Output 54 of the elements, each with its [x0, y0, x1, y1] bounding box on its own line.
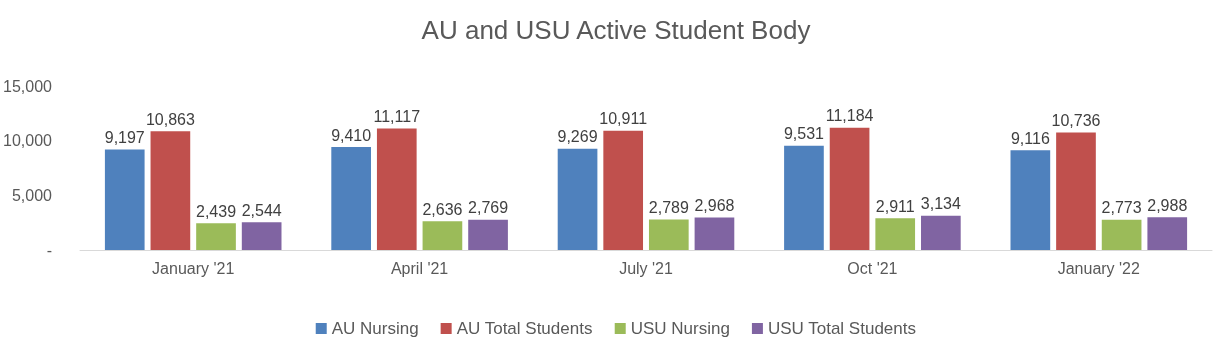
data-label: 2,636 [422, 200, 463, 218]
data-label: 9,269 [557, 128, 598, 146]
data-label: 2,544 [241, 201, 282, 219]
data-label: 10,736 [1051, 112, 1101, 130]
bar [1147, 217, 1188, 250]
data-label: 2,968 [694, 197, 735, 215]
x-tick-label: January '21 [152, 259, 235, 277]
data-label: 10,863 [145, 110, 195, 128]
bar [875, 218, 916, 250]
legend-label: AU Total Students [456, 319, 593, 338]
bar [422, 221, 463, 250]
bar [1101, 219, 1142, 250]
data-label: 2,769 [468, 199, 509, 217]
bar [784, 145, 824, 250]
data-label: 2,988 [1147, 196, 1188, 214]
bar [196, 223, 236, 250]
data-label: 9,116 [1010, 129, 1050, 147]
bar [829, 127, 870, 250]
bar [1056, 132, 1096, 250]
bar [376, 128, 417, 250]
bar [150, 131, 191, 250]
bar [1010, 150, 1051, 250]
bar [603, 130, 644, 250]
data-label: 9,410 [331, 126, 372, 144]
bar [104, 149, 145, 250]
chart-title: AU and USU Active Student Body [421, 15, 811, 45]
data-label: 9,197 [104, 128, 145, 146]
bar [331, 147, 371, 250]
y-tick-label: 15,000 [3, 77, 53, 95]
data-label: 11,184 [825, 107, 874, 125]
x-tick-label: April '21 [390, 259, 449, 277]
data-label: 3,134 [920, 195, 961, 213]
data-label: 9,531 [783, 125, 825, 143]
bar [241, 222, 282, 250]
data-label: 2,911 [875, 197, 915, 215]
data-label: 2,439 [195, 202, 237, 220]
legend-label: USU Nursing [630, 319, 730, 338]
x-tick-label: July '21 [619, 259, 673, 277]
data-label: 10,911 [599, 110, 648, 128]
bar [557, 148, 598, 250]
bar [694, 217, 735, 250]
y-tick-label: 5,000 [11, 186, 53, 204]
x-tick-label: January '22 [1057, 259, 1141, 277]
data-label: 11,117 [373, 107, 421, 125]
x-tick-label: Oct '21 [847, 259, 898, 277]
y-tick-label: - [46, 241, 52, 259]
bar [468, 219, 508, 250]
bar [648, 219, 689, 250]
bar [921, 215, 961, 250]
legend-label: USU Total Students [767, 319, 916, 338]
data-label: 2,789 [648, 199, 689, 217]
data-label: 2,773 [1101, 199, 1142, 217]
legend-label: AU Nursing [331, 319, 419, 338]
y-tick-label: 10,000 [3, 132, 53, 150]
